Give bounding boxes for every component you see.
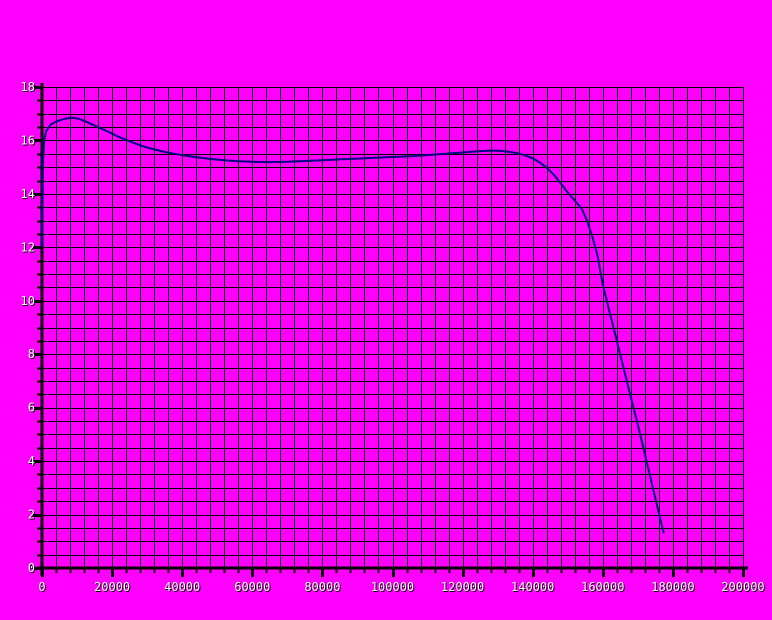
x-tick-label-shadow: 60000 bbox=[235, 581, 271, 595]
y-tick-label-shadow: 10 bbox=[22, 295, 36, 309]
y-tick-label-shadow: 6 bbox=[29, 402, 36, 416]
y-tick-label: 16 bbox=[21, 133, 35, 147]
x-tick-label: 20000 bbox=[94, 580, 130, 594]
x-tick-label-shadow: 180000 bbox=[652, 581, 695, 595]
y-tick-label: 2 bbox=[28, 508, 35, 522]
x-tick-label: 40000 bbox=[164, 580, 200, 594]
y-tick-label: 8 bbox=[28, 347, 35, 361]
x-tick-label: 120000 bbox=[441, 580, 484, 594]
y-tick-label-shadow: 14 bbox=[22, 188, 36, 202]
y-tick-label: 0 bbox=[28, 561, 35, 575]
y-tick-label: 10 bbox=[21, 294, 35, 308]
y-tick-label: 4 bbox=[28, 454, 35, 468]
y-tick-label: 12 bbox=[21, 240, 35, 254]
y-tick-label-shadow: 16 bbox=[22, 134, 36, 148]
y-tick-label: 18 bbox=[21, 80, 35, 94]
y-tick-label-shadow: 4 bbox=[29, 455, 36, 469]
x-tick-label: 80000 bbox=[304, 580, 340, 594]
x-tick-label-shadow: 100000 bbox=[372, 581, 415, 595]
x-tick-label-shadow: 0 bbox=[39, 581, 46, 595]
y-tick-label-shadow: 0 bbox=[29, 562, 36, 576]
x-tick-label: 0 bbox=[38, 580, 45, 594]
y-tick-label-shadow: 18 bbox=[22, 81, 36, 95]
x-tick-label: 160000 bbox=[581, 580, 624, 594]
y-tick-label-shadow: 12 bbox=[22, 241, 36, 255]
y-tick-label: 14 bbox=[21, 187, 35, 201]
x-tick-label-shadow: 20000 bbox=[95, 581, 131, 595]
x-tick-label-shadow: 140000 bbox=[512, 581, 555, 595]
series-line-curve bbox=[41, 116, 665, 534]
x-tick-label: 200000 bbox=[721, 580, 764, 594]
x-tick-label: 140000 bbox=[511, 580, 554, 594]
x-tick-label-shadow: 80000 bbox=[305, 581, 341, 595]
x-tick-label: 180000 bbox=[651, 580, 694, 594]
x-tick-label-shadow: 160000 bbox=[582, 581, 625, 595]
y-tick-label: 6 bbox=[28, 401, 35, 415]
x-tick-label: 60000 bbox=[234, 580, 270, 594]
x-tick-label-shadow: 40000 bbox=[165, 581, 201, 595]
x-tick-label-shadow: 200000 bbox=[722, 581, 765, 595]
x-tick-label-shadow: 120000 bbox=[442, 581, 485, 595]
y-tick-label-shadow: 8 bbox=[29, 348, 36, 362]
x-tick-label: 100000 bbox=[371, 580, 414, 594]
y-tick-label-shadow: 2 bbox=[29, 509, 36, 523]
